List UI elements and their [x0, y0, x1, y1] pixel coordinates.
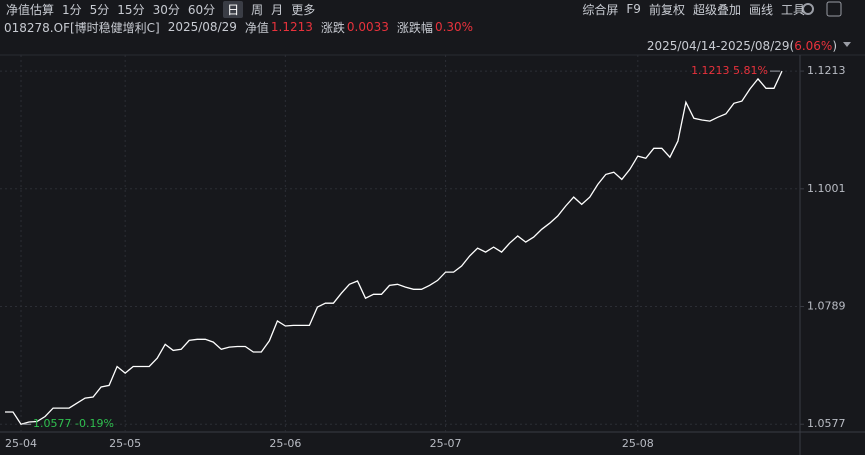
range-close: )	[832, 39, 837, 53]
wf-icon[interactable]	[826, 1, 842, 17]
y-tick-label: 1.0577	[807, 417, 846, 430]
range-label: 2025/04/14-2025/08/29(6.06%)	[647, 37, 837, 55]
annotation: 1.0577 -0.19%	[33, 417, 114, 430]
pct-label: 涨跌幅	[396, 20, 433, 35]
period-button[interactable]: 更多	[291, 2, 316, 17]
nav-label: 净值	[244, 20, 269, 35]
period-button[interactable]: 15分	[117, 2, 145, 17]
period-button[interactable]: 净值估算	[6, 2, 55, 17]
x-tick-label: 25-04	[5, 437, 37, 450]
change-value: 0.0033	[346, 20, 389, 34]
period-button[interactable]: 60分	[187, 2, 216, 17]
tool-button[interactable]: 超级叠加	[692, 2, 741, 17]
tool-button[interactable]: F9	[626, 2, 641, 16]
tool-button[interactable]: 前复权	[648, 2, 685, 17]
x-tick-label: 25-07	[430, 437, 462, 450]
nav-value: 1.1213	[270, 20, 313, 34]
period-button[interactable]: 日	[223, 0, 244, 18]
period-button[interactable]: 30分	[152, 2, 180, 17]
period-button[interactable]: 月	[271, 2, 284, 17]
settings-icon[interactable]	[802, 3, 814, 15]
x-tick-label: 25-06	[269, 437, 301, 450]
pct-value: 0.30%	[434, 20, 474, 34]
tool-button[interactable]: 画线	[748, 2, 773, 17]
period-button[interactable]: 5分	[89, 2, 110, 17]
annotation: 1.1213 5.81%	[691, 64, 768, 77]
y-tick-label: 1.1213	[807, 64, 846, 77]
period-button[interactable]: 1分	[62, 2, 82, 17]
info-bar: 018278.OF[博时稳健增利C] 2025/08/29 净值 1.1213 …	[4, 18, 481, 36]
collapse-icon[interactable]	[843, 42, 851, 47]
tool-button[interactable]: 工具	[780, 2, 805, 17]
range-dates: 2025/04/14-2025/08/29(	[646, 39, 795, 53]
date: 2025/08/29	[167, 20, 237, 34]
nav-line	[5, 70, 783, 425]
change-label: 涨跌	[320, 20, 345, 35]
period-toolbar: 净值估算 1分 5分 15分 30分 60分日周月更多	[6, 0, 323, 18]
y-tick-label: 1.0789	[807, 300, 846, 313]
period-button[interactable]: 周	[251, 2, 264, 17]
fund-name: 018278.OF[博时稳健增利C]	[4, 20, 160, 35]
tool-button[interactable]: 综合屏	[582, 2, 619, 17]
range-change: 6.06%	[794, 39, 833, 53]
x-tick-label: 25-05	[109, 437, 141, 450]
tools-toolbar: 综合屏 F9 前复权 超级叠加 画线 工具	[582, 0, 813, 18]
x-tick-label: 25-08	[622, 437, 654, 450]
y-tick-label: 1.1001	[807, 182, 846, 195]
